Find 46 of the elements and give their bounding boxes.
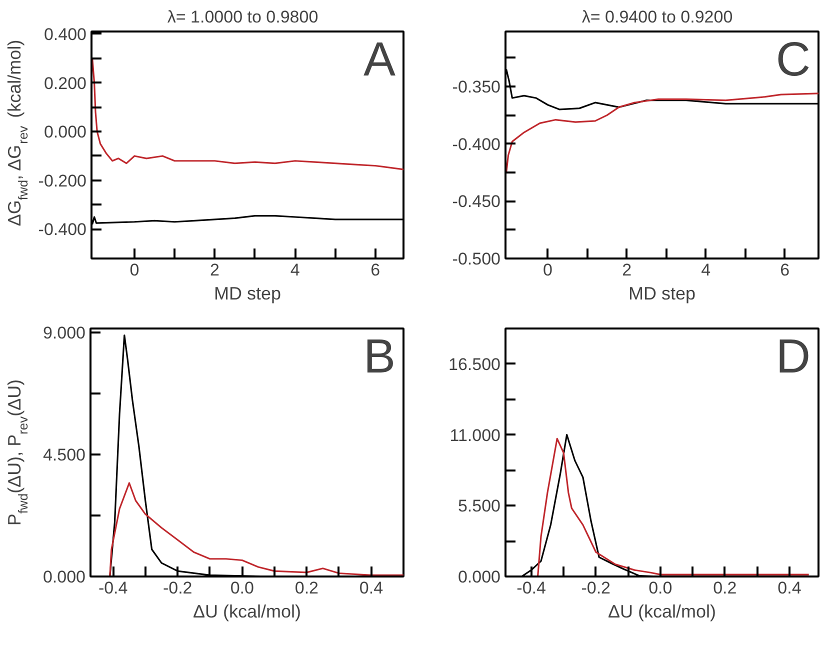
y-tick-label: 0.200 <box>44 74 87 93</box>
x-tick-label: -0.4 <box>98 578 128 598</box>
x-tick-label: 4 <box>290 260 300 280</box>
chart-title: λ= 1.0000 to 0.9800 <box>167 8 318 26</box>
y-tick-label: -0.200 <box>38 171 86 190</box>
y-tick-label: 16.500 <box>448 354 501 374</box>
x-tick-label: 6 <box>370 260 380 280</box>
y-tick-label: 0.400 <box>44 24 87 44</box>
x-tick-label: 2 <box>622 260 632 280</box>
x-tick-label: 6 <box>780 260 790 280</box>
y-tick-label: -0.400 <box>38 220 86 240</box>
x-tick-label: 0.2 <box>713 578 737 598</box>
y-tick-label: 0.000 <box>44 122 87 142</box>
y-tick-label: -0.350 <box>452 78 500 97</box>
y-tick-label: -0.450 <box>452 192 500 212</box>
x-tick-label: -0.2 <box>162 578 192 598</box>
x-axis-title: MD step <box>214 284 282 304</box>
x-axis-title: MD step <box>628 284 696 304</box>
y-axis-title: ΔGfwd, ΔGrev (kcal/mol) <box>4 40 30 226</box>
x-tick-label: -0.2 <box>581 578 610 598</box>
x-tick-label: -0.4 <box>516 578 546 598</box>
x-tick-label: 2 <box>210 260 220 280</box>
x-tick-label: 0.2 <box>294 578 319 598</box>
annotation: A <box>363 34 396 86</box>
annotation: B <box>363 330 396 384</box>
y-tick-label: 4.500 <box>42 446 86 465</box>
y-tick-label: 0.000 <box>42 568 86 586</box>
x-tick-label: 4 <box>701 260 711 280</box>
x-tick-label: 0.4 <box>778 578 802 598</box>
x-tick-label: 0.4 <box>359 578 384 598</box>
x-tick-label: 0.0 <box>648 578 672 598</box>
y-tick-label: 11.000 <box>450 426 500 445</box>
x-tick-label: 0 <box>543 260 553 280</box>
x-tick-label: 0.0 <box>230 578 254 598</box>
annotation: C <box>776 34 811 86</box>
y-tick-label: 5.500 <box>458 496 501 516</box>
y-axis-title: Pfwd(ΔU), Prev(ΔU) <box>4 379 30 526</box>
x-axis-title: ΔU (kcal/mol) <box>192 602 302 622</box>
y-tick-label: 0.000 <box>458 568 501 586</box>
annotation: D <box>776 330 811 384</box>
y-tick-label: -0.400 <box>452 134 500 154</box>
y-tick-label: -0.500 <box>452 250 500 268</box>
x-axis-title: ΔU (kcal/mol) <box>608 602 716 622</box>
x-tick-label: 0 <box>130 260 140 280</box>
y-tick-label: 9.000 <box>42 324 86 343</box>
chart-title: λ= 0.9400 to 0.9200 <box>582 8 733 26</box>
